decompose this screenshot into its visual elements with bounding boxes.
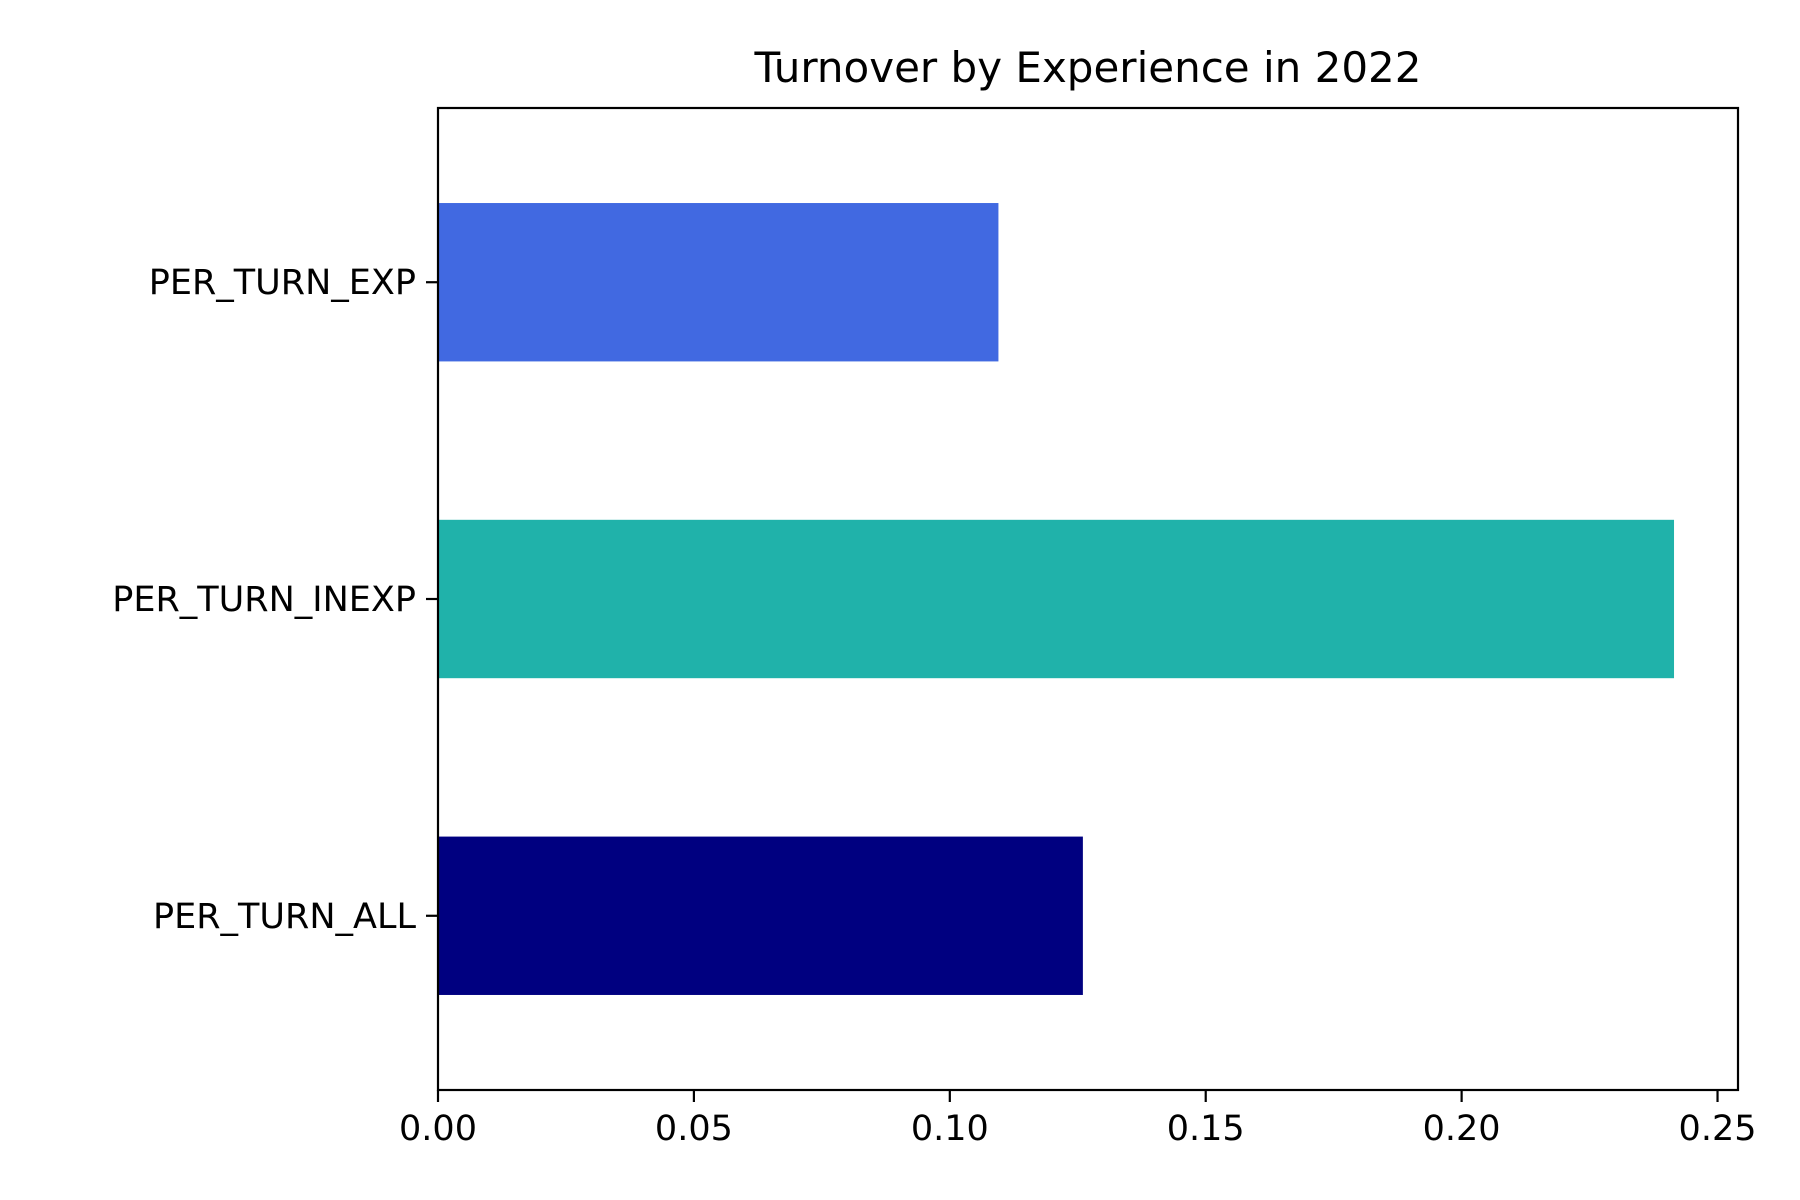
y-axis: PER_TURN_ALL PER_TURN_INEXP PER_TURN_EXP [112,263,438,937]
x-axis: 0.00 0.05 0.10 0.15 0.20 0.25 [399,1090,1756,1149]
y-tick-label: PER_TURN_INEXP [112,580,416,620]
chart-title: Turnover by Experience in 2022 [753,43,1421,92]
y-tick-label: PER_TURN_EXP [149,263,416,303]
x-tick-label: 0.05 [655,1109,733,1149]
bar-per-turn-all [438,836,1083,995]
x-tick-label: 0.20 [1423,1109,1501,1149]
bar-per-turn-exp [438,203,999,362]
bar-per-turn-inexp [438,519,1675,679]
y-tick-label: PER_TURN_ALL [153,897,416,937]
x-tick-label: 0.15 [1167,1109,1245,1149]
x-tick-label: 0.10 [911,1109,989,1149]
x-tick-label: 0.00 [399,1109,477,1149]
bars-layer [438,203,1675,995]
plot-frame [436,106,1740,1092]
x-tick-label: 0.25 [1679,1109,1757,1149]
